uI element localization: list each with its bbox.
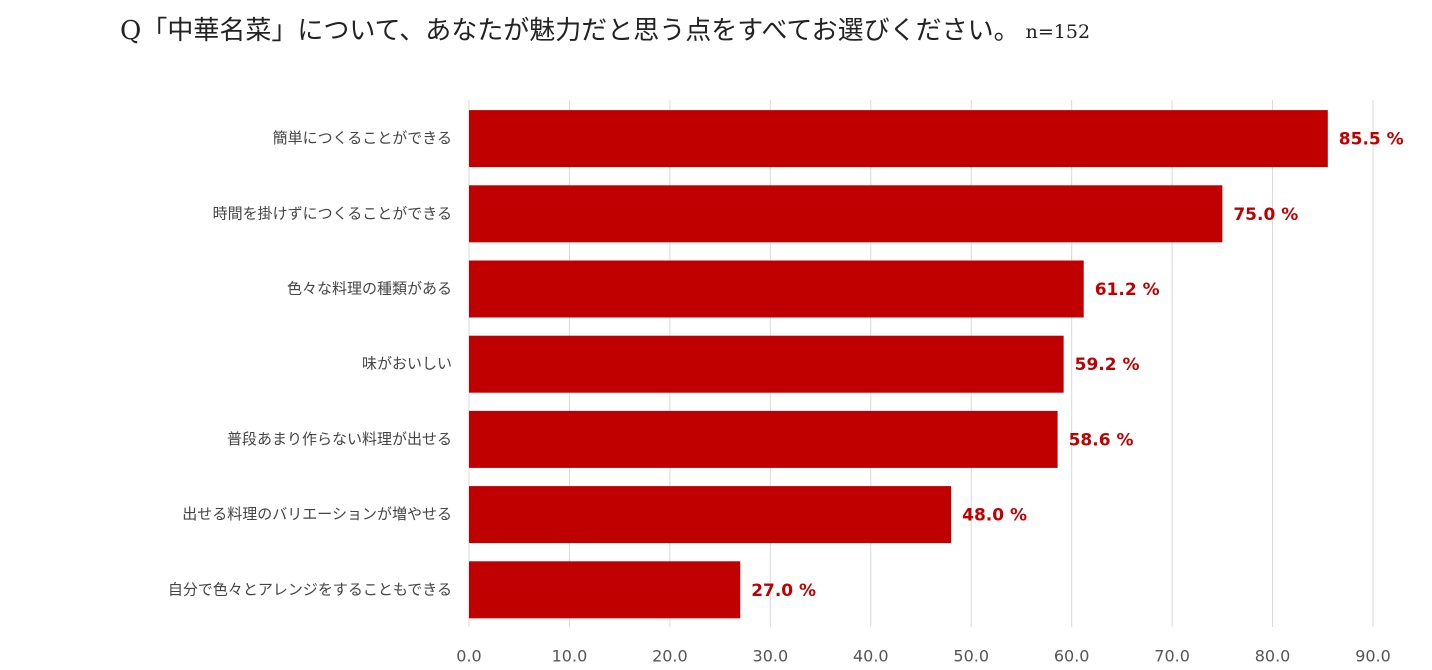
x-tick-label: 60.0 [1054, 647, 1090, 666]
x-tick-label: 70.0 [1154, 647, 1190, 666]
bar [469, 185, 1223, 243]
value-label: 59.2 % [1075, 355, 1140, 375]
value-label: 85.5 % [1339, 130, 1404, 150]
bar [469, 410, 1058, 468]
bar [469, 486, 952, 544]
chart-title: Q「中華名菜」について、あなたが魅力だと思う点をすべてお選びください。 [120, 16, 1020, 46]
value-label: 61.2 % [1095, 280, 1160, 300]
bar [469, 561, 741, 619]
y-tick-label: 簡単につくることができる [273, 129, 452, 147]
x-tick-label: 0.0 [456, 647, 481, 666]
bar [469, 335, 1064, 393]
x-tick-label: 40.0 [853, 647, 889, 666]
y-tick-label: 普段あまり作らない料理が出せる [227, 430, 452, 448]
value-label: 48.0 % [962, 506, 1027, 526]
y-tick-label: 時間を掛けずにつくることができる [213, 204, 452, 222]
x-tick-label: 30.0 [753, 647, 789, 666]
bar [469, 110, 1328, 168]
value-label: 58.6 % [1069, 430, 1134, 450]
y-tick-label: 味がおいしい [362, 355, 452, 373]
value-label: 75.0 % [1233, 205, 1298, 225]
x-tick-label: 50.0 [953, 647, 989, 666]
x-tick-label: 20.0 [652, 647, 688, 666]
x-tick-label: 90.0 [1355, 647, 1391, 666]
y-tick-label: 自分で色々とアレンジをすることもできる [168, 580, 452, 598]
x-tick-label: 10.0 [552, 647, 588, 666]
bar [469, 260, 1084, 318]
chart-subtitle: n=152 [1026, 21, 1090, 43]
y-tick-label: 出せる料理のバリエーションが増やせる [182, 505, 452, 523]
value-label: 27.0 % [751, 581, 816, 601]
y-tick-label: 色々な料理の種類がある [287, 280, 452, 298]
x-tick-label: 80.0 [1255, 647, 1291, 666]
